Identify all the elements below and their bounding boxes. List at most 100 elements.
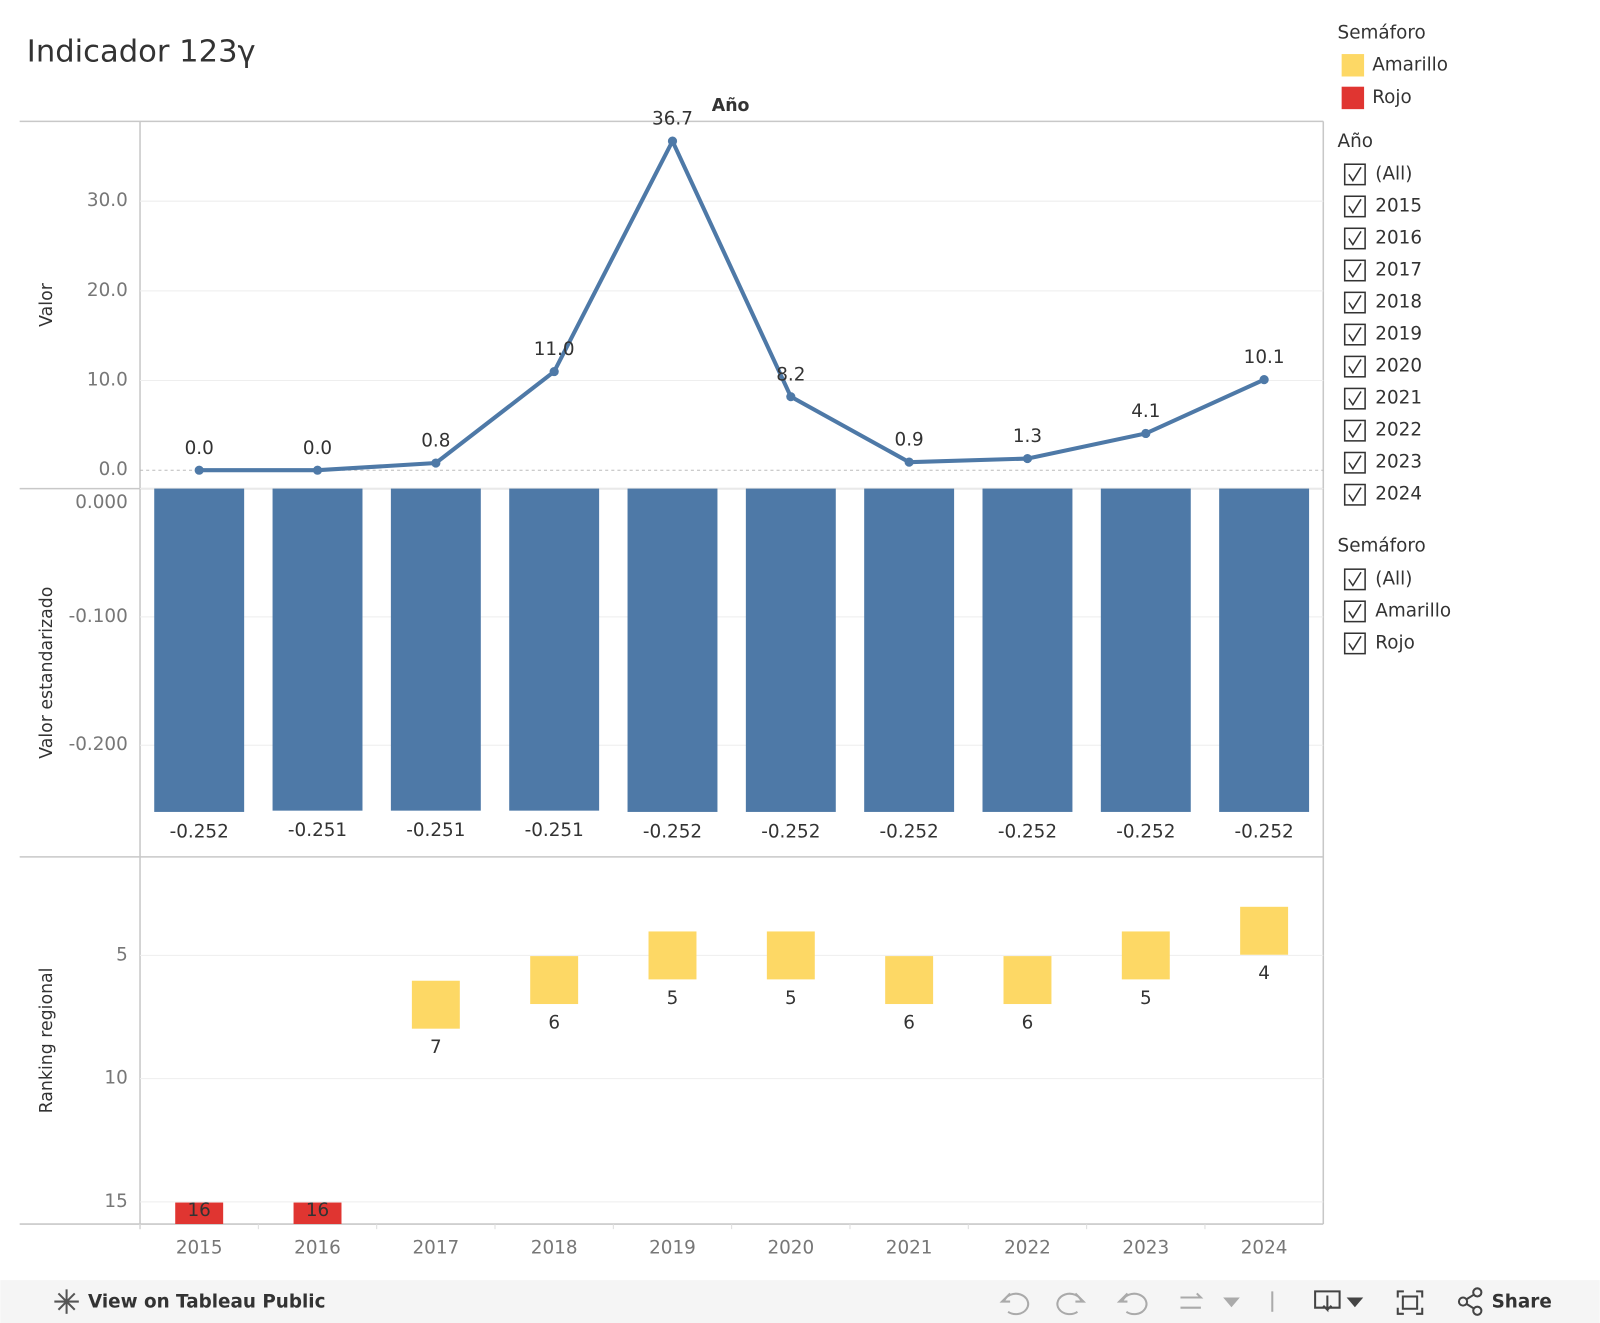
- view-on-tableau[interactable]: View on Tableau Public: [88, 1292, 325, 1313]
- point: [1259, 375, 1269, 385]
- value-label: -0.252: [880, 821, 939, 842]
- x-tick-label: 2023: [1122, 1238, 1169, 1259]
- square: [293, 1202, 342, 1225]
- filter-item[interactable]: 2015: [1375, 195, 1422, 216]
- x-tick-label: 2018: [531, 1238, 578, 1259]
- x-tick-label: 2021: [886, 1238, 933, 1259]
- y-tick-label: 30.0: [87, 190, 128, 211]
- value-label: -0.252: [170, 821, 229, 842]
- point: [1022, 453, 1033, 464]
- y-tick-label: -0.100: [69, 606, 128, 627]
- x-tick-label: 2016: [294, 1238, 341, 1259]
- bar: [1100, 488, 1191, 812]
- value-label: 5: [1140, 988, 1152, 1009]
- checkbox[interactable]: [1343, 259, 1366, 282]
- value-label: 6: [1022, 1012, 1034, 1033]
- filter-item[interactable]: 2017: [1375, 260, 1422, 281]
- x-tick-label: 2024: [1241, 1238, 1288, 1259]
- checkbox[interactable]: [1343, 291, 1366, 314]
- checkbox[interactable]: [1343, 387, 1366, 410]
- share[interactable]: Share: [1492, 1292, 1552, 1313]
- dropdown[interactable]: [1223, 1297, 1240, 1308]
- value-label: 0.0: [303, 438, 332, 459]
- y-axis-title: Valor: [37, 282, 57, 327]
- checkmark: [1348, 455, 1362, 471]
- value-label: 5: [667, 988, 679, 1009]
- y-tick-label: 5: [116, 944, 128, 965]
- checkbox[interactable]: [1343, 355, 1366, 378]
- filter-item[interactable]: (All): [1375, 568, 1412, 589]
- filter-item[interactable]: Amarillo: [1375, 600, 1451, 621]
- value-label: 0.0: [185, 438, 214, 459]
- checkmark: [1348, 423, 1362, 439]
- point: [431, 458, 441, 468]
- point: [549, 366, 559, 377]
- y-axis-title: Ranking regional: [37, 968, 57, 1114]
- toolbar: [0, 1280, 1600, 1323]
- y-axis-title: Valor estandarizado: [37, 587, 57, 759]
- share-icon[interactable]: [1457, 1296, 1469, 1307]
- filter-item[interactable]: 2023: [1375, 452, 1422, 473]
- filter-item[interactable]: 2020: [1375, 356, 1422, 377]
- filter-item[interactable]: Rojo: [1375, 632, 1415, 653]
- checkbox[interactable]: [1343, 600, 1366, 623]
- checkbox[interactable]: [1343, 195, 1366, 218]
- checkbox[interactable]: [1343, 568, 1366, 591]
- checkbox[interactable]: [1343, 483, 1366, 506]
- value-label: -0.252: [1235, 821, 1294, 842]
- square: [411, 980, 460, 1029]
- point: [194, 465, 204, 475]
- legend-label[interactable]: Amarillo: [1372, 54, 1448, 75]
- value-label: 16: [188, 1200, 211, 1221]
- column-header: Año: [712, 96, 750, 116]
- y-tick-label: 0.0: [99, 459, 128, 480]
- x-tick-label: 2020: [767, 1238, 814, 1259]
- value-label: 0.9: [895, 430, 924, 451]
- filter-item[interactable]: 2018: [1375, 292, 1422, 313]
- bar: [390, 488, 481, 811]
- filter-item[interactable]: 2024: [1375, 484, 1422, 505]
- y-tick-label: -0.200: [69, 734, 128, 755]
- value-label: -0.251: [406, 820, 465, 841]
- value-label: 0.8: [421, 431, 450, 452]
- legend-title: Semáforo: [1338, 23, 1426, 44]
- checkbox[interactable]: [1343, 227, 1366, 250]
- filter-item[interactable]: (All): [1375, 163, 1412, 184]
- y-tick-label: 10: [104, 1068, 127, 1089]
- bar: [745, 488, 836, 812]
- bar: [1219, 488, 1310, 812]
- filter-item[interactable]: 2016: [1375, 227, 1422, 248]
- refresh[interactable]: [1180, 1292, 1204, 1309]
- value-label: 16: [306, 1200, 329, 1221]
- checkmark: [1348, 487, 1362, 503]
- point: [1141, 428, 1151, 439]
- bar: [627, 488, 718, 812]
- filter-item[interactable]: 2019: [1375, 324, 1422, 345]
- checkbox[interactable]: [1343, 163, 1366, 186]
- point: [786, 392, 796, 402]
- filter-item[interactable]: 2022: [1375, 420, 1422, 441]
- x-tick-label: 2022: [1004, 1238, 1051, 1259]
- checkbox[interactable]: [1343, 451, 1366, 474]
- redo[interactable]: [1056, 1292, 1087, 1316]
- line: [199, 136, 1265, 473]
- filter-title: Semáforo: [1338, 536, 1426, 557]
- checkmark: [1348, 166, 1362, 182]
- point: [312, 465, 323, 475]
- value-label: 4.1: [1131, 401, 1160, 422]
- checkbox[interactable]: [1343, 323, 1366, 346]
- legend-label[interactable]: Rojo: [1372, 87, 1412, 108]
- square: [1003, 956, 1052, 1005]
- checkbox[interactable]: [1343, 632, 1366, 655]
- filter-item[interactable]: 2021: [1375, 388, 1422, 409]
- fullscreen[interactable]: [1396, 1290, 1424, 1315]
- download-menu[interactable]: [1346, 1297, 1364, 1308]
- checkmark: [1348, 262, 1362, 279]
- toolbar-icons: [999, 1291, 1274, 1316]
- undo[interactable]: [999, 1292, 1030, 1316]
- value-label: -0.252: [643, 821, 702, 842]
- download[interactable]: [1314, 1290, 1341, 1313]
- revert[interactable]: [1116, 1292, 1148, 1316]
- tableau-logo: [54, 1289, 79, 1314]
- checkbox[interactable]: [1343, 419, 1366, 442]
